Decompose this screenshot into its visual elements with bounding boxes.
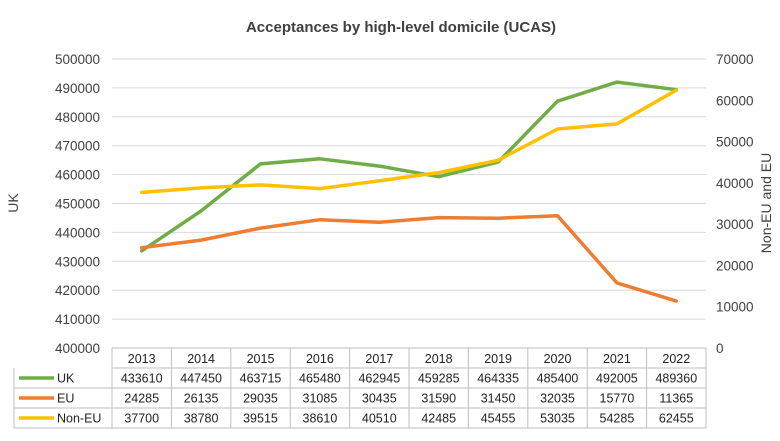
data-label: 38780 [184, 412, 219, 426]
left-tick-label: 460000 [55, 168, 100, 183]
right-tick-label: 10000 [716, 300, 754, 315]
data-label: 24285 [124, 392, 159, 406]
right-axis-title: Non-EU and EU [758, 153, 774, 253]
data-label: 465480 [299, 372, 341, 386]
right-tick-label: 50000 [716, 135, 754, 150]
series-line-eu [139, 213, 679, 303]
left-tick-label: 400000 [55, 341, 100, 356]
x-tick-label: 2016 [306, 352, 334, 366]
x-tick-label: 2020 [544, 352, 572, 366]
x-tick-label: 2013 [128, 352, 156, 366]
left-tick-label: 420000 [55, 283, 100, 298]
x-tick-label: 2017 [365, 352, 393, 366]
left-tick-label: 480000 [55, 110, 100, 125]
right-tick-label: 20000 [716, 258, 754, 273]
series-lines [139, 80, 679, 303]
data-label: 40510 [362, 412, 397, 426]
x-tick-label: 2018 [425, 352, 453, 366]
data-label: 53035 [540, 412, 575, 426]
right-axis-ticks: 0 10000 20000 30000 40000 50000 60000 70000 [716, 52, 754, 356]
x-tick-label: 2022 [662, 352, 690, 366]
right-tick-label: 40000 [716, 176, 754, 191]
data-label: 54285 [600, 412, 635, 426]
data-table: 2013 2014 2015 2016 2017 2018 2019 2020 2021 2022… [13, 347, 707, 429]
right-tick-label: 0 [716, 341, 724, 356]
left-tick-label: 430000 [55, 254, 100, 269]
data-label: 31590 [421, 392, 456, 406]
data-label: 492005 [596, 372, 638, 386]
legend-label: UK [57, 372, 75, 386]
left-axis-ticks: 400000 410000 420000 430000 440000 450000 4600… [55, 52, 100, 356]
legend-label: Non-EU [57, 412, 101, 426]
data-label: 433610 [121, 372, 163, 386]
data-label: 45455 [481, 412, 516, 426]
x-tick-label: 2021 [603, 352, 631, 366]
data-label: 31450 [481, 392, 516, 406]
data-label: 462945 [358, 372, 400, 386]
data-label: 32035 [540, 392, 575, 406]
series-line-non-eu [139, 88, 679, 195]
left-tick-label: 450000 [55, 197, 100, 212]
left-axis-title: UK [5, 193, 21, 213]
data-label: 62455 [659, 412, 694, 426]
data-label: 447450 [180, 372, 222, 386]
right-tick-label: 70000 [716, 52, 754, 67]
data-label: 11365 [659, 392, 693, 406]
data-label: 464335 [477, 372, 519, 386]
series-line-uk [139, 80, 679, 253]
left-tick-label: 440000 [55, 225, 100, 240]
data-label: 485400 [537, 372, 579, 386]
right-tick-label: 30000 [716, 217, 754, 232]
data-label: 26135 [184, 392, 219, 406]
data-label: 15770 [600, 392, 635, 406]
data-label: 31085 [303, 392, 338, 406]
x-tick-label: 2019 [484, 352, 512, 366]
data-label: 38610 [303, 412, 338, 426]
data-label: 489360 [655, 372, 697, 386]
chart-title: Acceptances by high-level domicile (UCAS… [246, 19, 556, 36]
data-label: 42485 [421, 412, 456, 426]
left-tick-label: 490000 [55, 81, 100, 96]
left-tick-label: 410000 [55, 312, 100, 327]
left-tick-label: 470000 [55, 139, 100, 154]
gridlines [112, 58, 706, 320]
right-tick-label: 60000 [716, 93, 754, 108]
data-label: 459285 [418, 372, 460, 386]
data-label: 37700 [124, 412, 159, 426]
x-tick-label: 2014 [187, 352, 215, 366]
data-label: 463715 [240, 372, 282, 386]
data-label: 29035 [243, 392, 278, 406]
data-label: 30435 [362, 392, 397, 406]
left-tick-label: 500000 [55, 52, 100, 67]
data-label: 39515 [243, 412, 278, 426]
legend-label: EU [57, 392, 74, 406]
x-tick-label: 2015 [247, 352, 275, 366]
